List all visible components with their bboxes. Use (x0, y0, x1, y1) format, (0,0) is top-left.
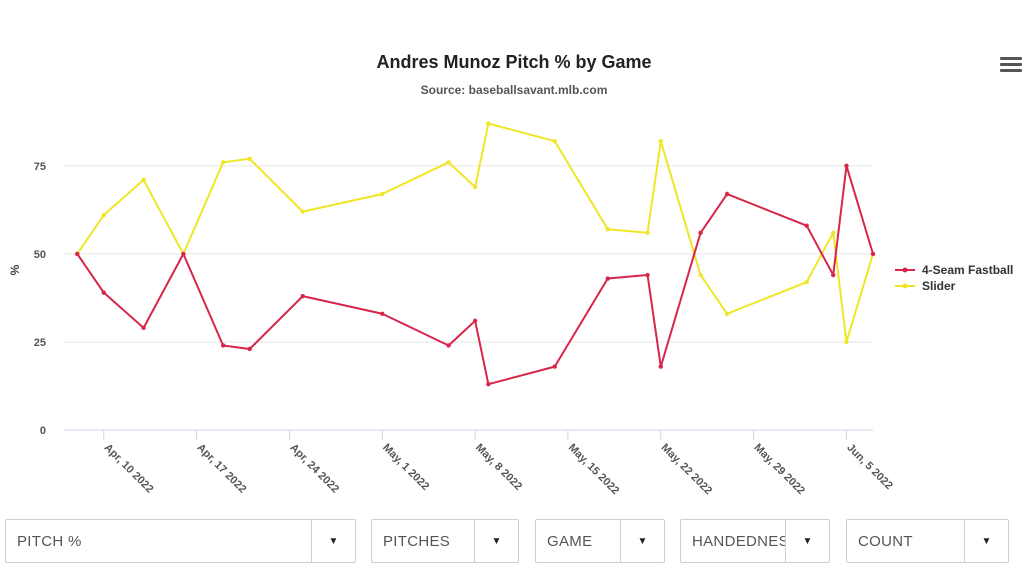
chart-menu-button[interactable] (1000, 55, 1022, 75)
data-point (552, 138, 557, 144)
data-point (645, 230, 650, 235)
count-dropdown[interactable]: COUNT ▼ (846, 519, 1009, 563)
data-point (220, 160, 226, 165)
x-tick-label: Apr, 17 2022 (195, 442, 249, 496)
y-tick-label: 25 (34, 337, 46, 349)
data-point (247, 156, 252, 161)
hamburger-menu-icon (1000, 57, 1022, 60)
y-tick-label: 75 (34, 161, 46, 173)
game-dropdown[interactable]: GAME ▼ (535, 519, 665, 563)
data-point (724, 191, 730, 197)
x-tick-label: May, 8 2022 (473, 442, 524, 493)
x-tick-label: May, 1 2022 (380, 442, 431, 493)
pitch-percent-dropdown-label: PITCH % (17, 532, 82, 550)
legend-swatch-marker (902, 267, 908, 273)
chevron-down-icon[interactable]: ▼ (785, 520, 829, 562)
data-point (181, 251, 186, 257)
data-point (300, 209, 305, 214)
data-point (831, 230, 836, 235)
data-point (486, 121, 491, 126)
chart-title: Andres Munoz Pitch % by Game (376, 52, 651, 72)
data-point (300, 293, 305, 299)
series-line-0 (76, 164, 874, 386)
data-point (380, 311, 385, 316)
x-tick-label: Jun, 5 2022 (844, 442, 894, 492)
data-point (220, 343, 226, 348)
chevron-down-icon[interactable]: ▼ (474, 520, 518, 562)
data-point (472, 184, 478, 190)
data-point (472, 318, 478, 324)
chevron-down-icon[interactable]: ▼ (964, 520, 1008, 562)
data-point (101, 212, 106, 218)
x-tick-label: May, 15 2022 (566, 442, 621, 497)
legend-entry: 4-Seam Fastball (922, 263, 1013, 277)
y-axis-label: % (8, 264, 22, 275)
legend-entry: Slider (922, 279, 956, 293)
data-point (552, 364, 557, 369)
legend-swatch-marker (902, 283, 908, 289)
x-tick-label: Apr, 24 2022 (287, 442, 341, 496)
handedness-dropdown-label: HANDEDNESS (692, 532, 785, 550)
data-point (247, 346, 252, 352)
count-dropdown-label: COUNT (858, 532, 913, 550)
data-point (605, 276, 610, 281)
data-point (141, 325, 146, 331)
chevron-down-icon[interactable]: ▼ (620, 520, 664, 562)
data-point (605, 227, 610, 232)
series-line-1 (76, 122, 874, 343)
data-point (380, 191, 385, 197)
y-tick-label: 50 (34, 249, 46, 261)
data-point (446, 160, 451, 165)
data-point (141, 177, 146, 183)
x-tick-label: May, 22 2022 (659, 442, 714, 497)
data-point (446, 343, 451, 348)
handedness-dropdown[interactable]: HANDEDNESS ▼ (680, 519, 830, 563)
y-tick-label: 0 (40, 425, 46, 437)
data-point (698, 272, 703, 278)
data-point (724, 311, 730, 316)
chevron-down-icon[interactable]: ▼ (311, 520, 355, 562)
game-dropdown-label: GAME (547, 532, 593, 550)
data-point (658, 364, 664, 369)
data-point (486, 382, 491, 387)
data-point (844, 339, 849, 345)
data-point (101, 290, 106, 295)
x-tick-label: May, 29 2022 (752, 442, 807, 497)
data-point (658, 138, 664, 144)
data-point (870, 251, 876, 257)
data-point (804, 223, 809, 228)
data-point (75, 251, 80, 257)
chart-subtitle: Source: baseballsavant.mlb.com (421, 83, 608, 97)
pitches-dropdown-label: PITCHES (383, 532, 451, 550)
pitches-dropdown[interactable]: PITCHES ▼ (371, 519, 519, 563)
data-point (804, 279, 809, 285)
data-point (844, 163, 849, 169)
data-point (831, 272, 836, 278)
pitch-percent-dropdown[interactable]: PITCH % ▼ (5, 519, 356, 563)
data-point (645, 272, 650, 278)
line-chart: Andres Munoz Pitch % by Game Source: bas… (8, 52, 1013, 497)
data-point (698, 230, 703, 235)
x-tick-label: Apr, 10 2022 (102, 442, 156, 496)
